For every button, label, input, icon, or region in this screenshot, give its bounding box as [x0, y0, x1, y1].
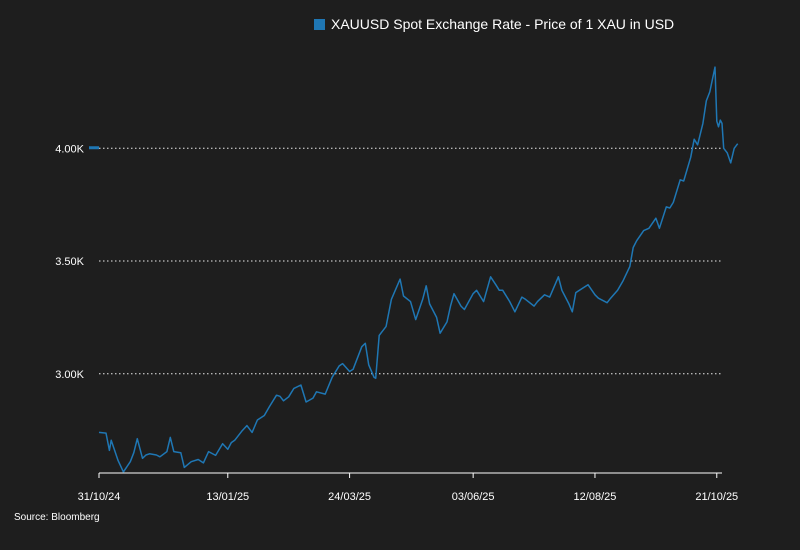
source-note: Source: Bloomberg — [14, 512, 100, 523]
x-tick-label: 24/03/25 — [328, 491, 371, 503]
y-tick-label: 3.50K — [55, 256, 84, 268]
series-line — [98, 66, 739, 473]
x-tick-label: 13/01/25 — [206, 491, 249, 503]
x-tick-label: 03/06/25 — [452, 491, 495, 503]
legend-swatch — [314, 18, 325, 30]
last-value-marker — [89, 146, 99, 150]
y-tick-label: 3.00K — [55, 369, 84, 381]
legend: XAUUSD Spot Exchange Rate - Price of 1 X… — [314, 16, 674, 32]
x-tick-label: 31/10/24 — [78, 491, 121, 503]
x-tick-label: 21/10/25 — [695, 491, 738, 503]
y-tick-label: 4.00K — [55, 143, 84, 155]
x-tick-label: 12/08/25 — [574, 491, 617, 503]
legend-label: XAUUSD Spot Exchange Rate - Price of 1 X… — [331, 16, 675, 32]
